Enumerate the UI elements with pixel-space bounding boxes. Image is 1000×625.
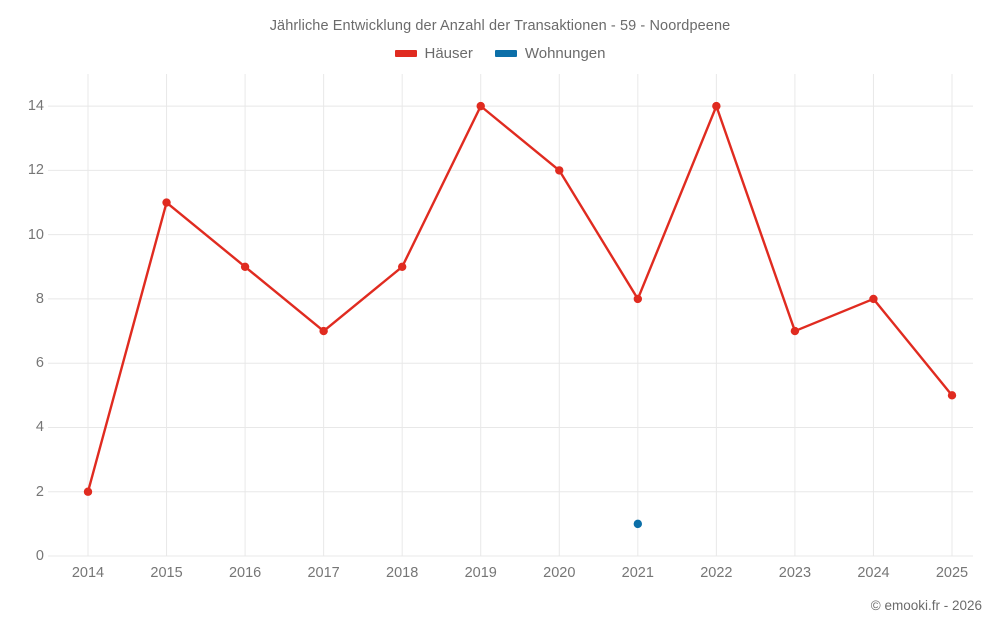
data-point-marker[interactable] — [83, 487, 93, 496]
x-axis-tick-label: 2019 — [464, 565, 497, 581]
series-lines — [86, 104, 954, 493]
data-point-marker[interactable] — [790, 326, 800, 336]
legend-label-hauser: Häuser — [424, 45, 473, 62]
x-axis-tick-label: 2025 — [935, 565, 969, 581]
chart-legend: Häuser Wohnungen — [0, 46, 1000, 61]
grid-lines — [48, 74, 973, 557]
y-axis-tick-label: 0 — [35, 547, 44, 564]
data-point-marker[interactable] — [319, 326, 328, 336]
data-point-marker[interactable] — [869, 294, 878, 304]
legend-item-wohnungen[interactable]: Wohnungen — [494, 45, 606, 62]
data-point-marker[interactable] — [712, 101, 721, 111]
y-axis-tick-label: 2 — [35, 483, 44, 500]
chart-title: Jährliche Entwicklung der Anzahl der Tra… — [269, 18, 731, 34]
x-axis-tick-label: 2020 — [543, 565, 576, 581]
x-axis-tick-label: 2017 — [307, 565, 340, 581]
y-axis-tick-label: 10 — [27, 226, 44, 243]
data-point-marker[interactable] — [476, 101, 485, 111]
data-point-marker[interactable] — [947, 391, 957, 400]
data-point-marker[interactable] — [162, 198, 171, 207]
legend-swatch-wohnungen — [494, 50, 517, 57]
legend-label-wohnungen: Wohnungen — [524, 45, 606, 62]
data-point-marker[interactable] — [397, 262, 407, 271]
plot-area — [48, 74, 973, 557]
y-axis-tick-label: 8 — [35, 290, 44, 307]
data-point-marker[interactable] — [633, 519, 643, 529]
y-axis-tick-label: 14 — [27, 97, 44, 114]
series-line — [86, 104, 954, 493]
x-axis-tick-label: 2022 — [700, 565, 733, 581]
data-point-marker[interactable] — [240, 262, 250, 271]
data-point-marker[interactable] — [555, 166, 564, 175]
plot-svg — [48, 74, 973, 557]
y-axis-tick-label: 12 — [27, 162, 44, 179]
x-axis-tick-label: 2023 — [778, 565, 812, 581]
x-axis-tick-label: 2014 — [71, 565, 105, 581]
footer-credit: © emooki.fr - 2026 — [870, 598, 982, 613]
x-axis-tick-label: 2021 — [621, 565, 654, 581]
legend-item-hauser[interactable]: Häuser — [394, 45, 473, 62]
x-axis-tick-label: 2015 — [150, 565, 183, 581]
x-axis-tick-label: 2018 — [386, 565, 419, 581]
x-axis: 2014 2015 2016 2017 2018 2019 2020 2021 2022 2023… — [0, 566, 1000, 588]
x-axis-tick-label: 2024 — [857, 565, 890, 581]
y-axis: 0 2 4 6 8 10 12 14 — [0, 74, 44, 563]
x-axis-tick-label: 2016 — [228, 565, 262, 581]
legend-swatch-hauser — [394, 50, 417, 57]
y-axis-tick-label: 4 — [35, 419, 44, 436]
series-markers — [83, 101, 957, 529]
y-axis-tick-label: 6 — [35, 354, 44, 371]
data-point-marker[interactable] — [633, 294, 643, 304]
